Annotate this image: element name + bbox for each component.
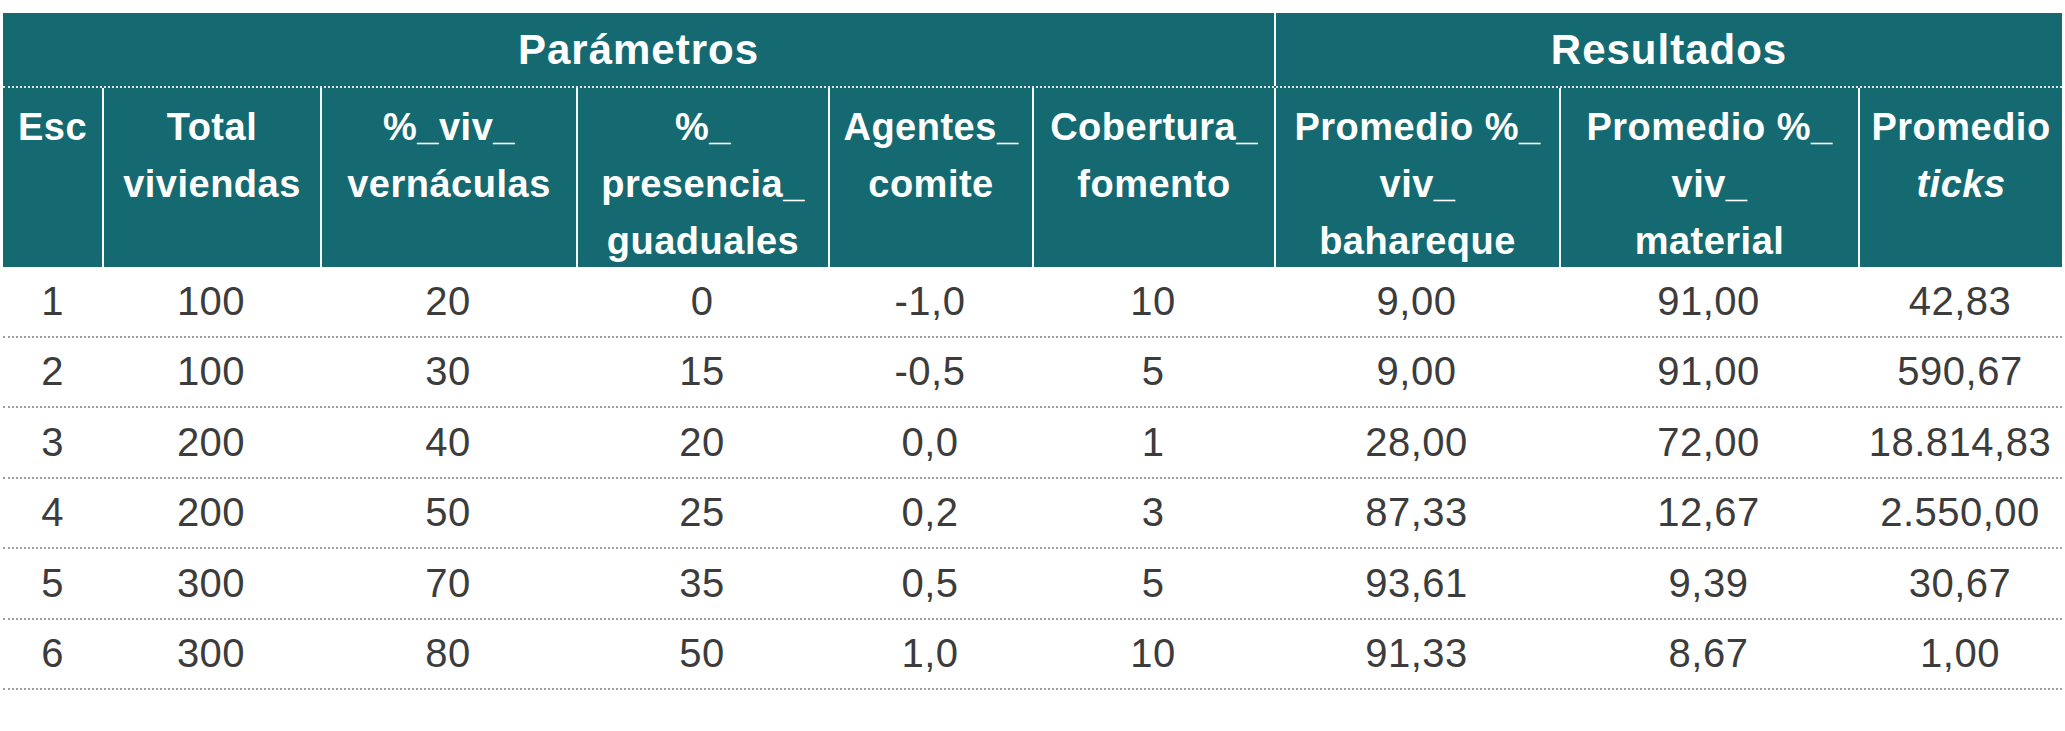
cell-promedio-pct-viv-bahareque: 87,33	[1274, 490, 1559, 535]
cell-pct-presencia-guaduales: 35	[576, 561, 828, 606]
cell-cobertura-fomento: 10	[1032, 631, 1274, 676]
cell-promedio-pct-viv-material: 8,67	[1559, 631, 1858, 676]
cell-pct-viv-vernaculas: 20	[320, 279, 576, 324]
cell-promedio-pct-viv-material: 91,00	[1559, 279, 1858, 324]
cell-pct-viv-vernaculas: 70	[320, 561, 576, 606]
cell-promedio-ticks: 590,67	[1858, 349, 2062, 394]
cell-pct-presencia-guaduales: 0	[576, 279, 828, 324]
column-header-italic-word: ticks	[1916, 163, 2005, 205]
cell-total-viviendas: 100	[102, 279, 320, 324]
cell-promedio-ticks: 2.550,00	[1858, 490, 2062, 535]
column-header-promedio-pct-viv-bahareque: Promedio %_ viv_ bahareque	[1274, 88, 1559, 270]
cell-pct-viv-vernaculas: 50	[320, 490, 576, 535]
cell-cobertura-fomento: 1	[1032, 420, 1274, 465]
cell-promedio-pct-viv-material: 91,00	[1559, 349, 1858, 394]
cell-agentes-comite: -0,5	[828, 349, 1032, 394]
cell-promedio-pct-viv-bahareque: 9,00	[1274, 279, 1559, 324]
cell-total-viviendas: 200	[102, 490, 320, 535]
cell-total-viviendas: 200	[102, 420, 320, 465]
column-header-cobertura-fomento: Cobertura_ fomento	[1032, 88, 1274, 270]
column-header-row: EscTotal viviendas%_viv_ vernáculas%_ pr…	[3, 86, 2062, 267]
cell-promedio-ticks: 1,00	[1858, 631, 2062, 676]
cell-total-viviendas: 300	[102, 561, 320, 606]
cell-esc: 3	[3, 420, 102, 465]
column-header-total-viviendas: Total viviendas	[102, 88, 320, 270]
cell-promedio-ticks: 18.814,83	[1858, 420, 2062, 465]
cell-promedio-ticks: 42,83	[1858, 279, 2062, 324]
cell-pct-presencia-guaduales: 15	[576, 349, 828, 394]
cell-agentes-comite: 0,0	[828, 420, 1032, 465]
column-header-agentes-comite: Agentes_ comite	[828, 88, 1032, 270]
cell-esc: 5	[3, 561, 102, 606]
group-header-parametros: Parámetros	[3, 13, 1274, 86]
cell-agentes-comite: 0,2	[828, 490, 1032, 535]
table-row: 420050250,2387,3312,672.550,00	[3, 479, 2062, 550]
table-row: 1100200-1,0109,0091,0042,83	[3, 267, 2062, 338]
table-body: 1100200-1,0109,0091,0042,8321003015-0,55…	[3, 267, 2062, 690]
table-row: 630080501,01091,338,671,00	[3, 620, 2062, 691]
cell-cobertura-fomento: 10	[1032, 279, 1274, 324]
cell-esc: 6	[3, 631, 102, 676]
cell-promedio-ticks: 30,67	[1858, 561, 2062, 606]
cell-promedio-pct-viv-material: 72,00	[1559, 420, 1858, 465]
cell-promedio-pct-viv-material: 9,39	[1559, 561, 1858, 606]
cell-total-viviendas: 100	[102, 349, 320, 394]
cell-cobertura-fomento: 3	[1032, 490, 1274, 535]
cell-esc: 2	[3, 349, 102, 394]
cell-promedio-pct-viv-bahareque: 9,00	[1274, 349, 1559, 394]
table-row: 530070350,5593,619,3930,67	[3, 549, 2062, 620]
cell-agentes-comite: 1,0	[828, 631, 1032, 676]
group-header-row: Parámetros Resultados	[3, 13, 2062, 86]
table-row: 21003015-0,559,0091,00590,67	[3, 338, 2062, 409]
cell-promedio-pct-viv-bahareque: 91,33	[1274, 631, 1559, 676]
cell-cobertura-fomento: 5	[1032, 349, 1274, 394]
cell-cobertura-fomento: 5	[1032, 561, 1274, 606]
column-header-pct-viv-vernaculas: %_viv_ vernáculas	[320, 88, 576, 270]
cell-pct-presencia-guaduales: 50	[576, 631, 828, 676]
column-header-promedio-pct-viv-material: Promedio %_ viv_ material	[1559, 88, 1858, 270]
cell-agentes-comite: 0,5	[828, 561, 1032, 606]
cell-promedio-pct-viv-bahareque: 28,00	[1274, 420, 1559, 465]
scenario-results-table: Parámetros Resultados EscTotal viviendas…	[3, 13, 2062, 690]
cell-promedio-pct-viv-bahareque: 93,61	[1274, 561, 1559, 606]
cell-promedio-pct-viv-material: 12,67	[1559, 490, 1858, 535]
group-header-resultados: Resultados	[1274, 13, 2062, 86]
cell-esc: 4	[3, 490, 102, 535]
cell-pct-presencia-guaduales: 20	[576, 420, 828, 465]
cell-pct-presencia-guaduales: 25	[576, 490, 828, 535]
cell-pct-viv-vernaculas: 80	[320, 631, 576, 676]
table-row: 320040200,0128,0072,0018.814,83	[3, 408, 2062, 479]
column-header-esc: Esc	[3, 88, 102, 270]
cell-pct-viv-vernaculas: 30	[320, 349, 576, 394]
cell-pct-viv-vernaculas: 40	[320, 420, 576, 465]
cell-total-viviendas: 300	[102, 631, 320, 676]
column-header-pct-presencia-guaduales: %_ presencia_ guaduales	[576, 88, 828, 270]
cell-esc: 1	[3, 279, 102, 324]
cell-agentes-comite: -1,0	[828, 279, 1032, 324]
column-header-promedio-ticks: Promedio ticks	[1858, 88, 2062, 270]
